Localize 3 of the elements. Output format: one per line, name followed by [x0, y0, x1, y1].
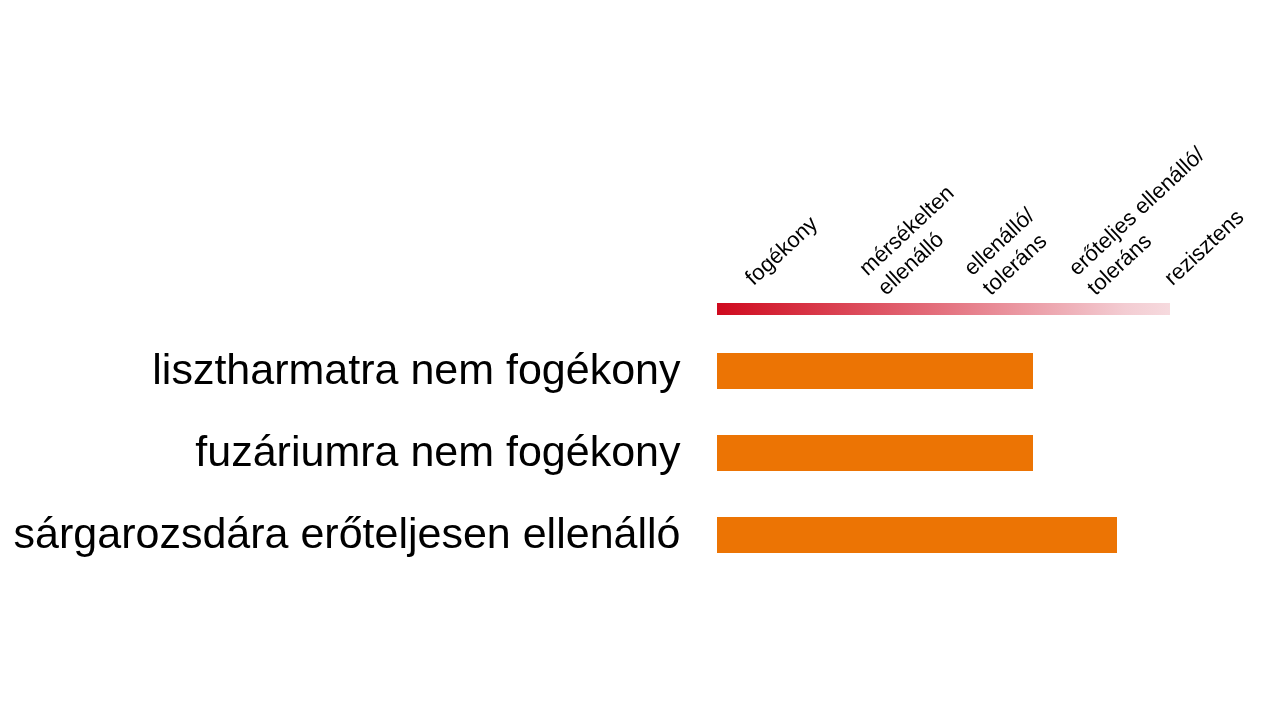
y-tick-label: fuzáriumra nem fogékony	[195, 427, 681, 475]
y-tick-label: sárgarozsdára erőteljesen ellenálló	[13, 509, 681, 557]
y-tick-label: lisztharmatra nem fogékony	[152, 345, 681, 393]
